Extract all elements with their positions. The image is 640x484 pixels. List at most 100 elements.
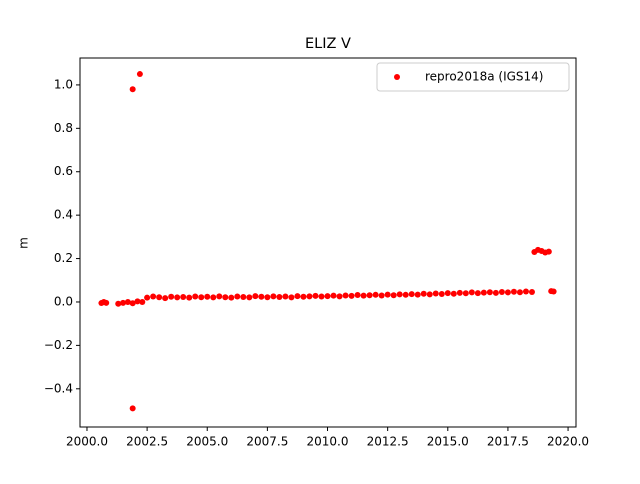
- point: [372, 291, 379, 298]
- point: [252, 293, 259, 300]
- point: [156, 294, 163, 301]
- point: [198, 294, 205, 301]
- point: [258, 293, 265, 300]
- point: [480, 289, 487, 296]
- point: [342, 292, 349, 299]
- point: [240, 293, 247, 300]
- x-tick-label: 2000.0: [66, 435, 108, 449]
- point: [504, 289, 511, 296]
- point: [216, 293, 223, 300]
- legend-box: [376, 62, 570, 92]
- point: [168, 293, 175, 300]
- point: [312, 292, 319, 299]
- point: [420, 290, 427, 297]
- point: [103, 299, 110, 306]
- legend-label: repro2018a (IGS14): [425, 70, 543, 84]
- point: [516, 289, 523, 296]
- point: [486, 289, 493, 296]
- point: [139, 298, 146, 305]
- point: [545, 248, 552, 255]
- point: [276, 293, 283, 300]
- point: [120, 299, 127, 306]
- point: [384, 291, 391, 298]
- y-tick-label: 1.0: [54, 77, 73, 91]
- point: [318, 293, 325, 300]
- point: [270, 293, 277, 300]
- point: [414, 291, 421, 298]
- point: [378, 292, 385, 299]
- point: [474, 290, 481, 297]
- point: [204, 293, 211, 300]
- y-tick-label: 0.2: [54, 251, 73, 265]
- x-tick-label: 2007.5: [246, 435, 288, 449]
- legend-marker: [394, 74, 400, 80]
- x-tick-label: 2012.5: [367, 435, 409, 449]
- point: [264, 294, 271, 301]
- x-tick-label: 2002.5: [126, 435, 168, 449]
- point: [330, 292, 337, 299]
- y-axis-label: m: [17, 237, 31, 249]
- point: [402, 291, 409, 298]
- point: [354, 292, 361, 299]
- point: [522, 288, 529, 295]
- point: [550, 288, 557, 295]
- plot-frame: [79, 57, 577, 428]
- point: [438, 290, 445, 297]
- point: [162, 295, 169, 302]
- point: [150, 293, 157, 300]
- point: [444, 290, 451, 297]
- point: [306, 293, 313, 300]
- point: [192, 293, 199, 300]
- point: [174, 294, 181, 301]
- point: [396, 291, 403, 298]
- point: [136, 71, 143, 78]
- y-tick-label: 0.8: [54, 121, 73, 135]
- y-tick-label: 0.6: [54, 164, 73, 178]
- point: [300, 293, 307, 300]
- x-tick-label: 2005.0: [186, 435, 228, 449]
- point: [282, 293, 289, 300]
- point: [222, 294, 229, 301]
- point: [129, 405, 136, 412]
- point: [336, 293, 343, 300]
- point: [492, 289, 499, 296]
- point: [468, 289, 475, 296]
- point: [294, 293, 301, 300]
- y-tick-label: 0.0: [54, 294, 73, 308]
- point: [129, 300, 136, 307]
- point: [360, 292, 367, 299]
- point: [124, 298, 131, 305]
- chart-title: ELIZ V: [305, 36, 351, 52]
- x-tick-label: 2010.0: [307, 435, 349, 449]
- point: [462, 290, 469, 297]
- point: [348, 292, 355, 299]
- y-tick-label: −0.4: [44, 381, 73, 395]
- point: [408, 291, 415, 298]
- point: [432, 290, 439, 297]
- x-tick-label: 2017.5: [487, 435, 529, 449]
- point: [228, 294, 235, 301]
- y-tick-label: 0.4: [54, 208, 73, 222]
- point: [528, 288, 535, 295]
- point: [324, 293, 331, 300]
- y-tick-label: −0.2: [44, 338, 73, 352]
- point: [390, 292, 397, 299]
- point: [115, 300, 122, 307]
- point: [510, 288, 517, 295]
- x-tick-label: 2015.0: [427, 435, 469, 449]
- point: [144, 294, 151, 301]
- point: [456, 289, 463, 296]
- point: [246, 294, 253, 301]
- point: [134, 298, 141, 305]
- x-tick-label: 2020.0: [547, 435, 589, 449]
- point: [210, 294, 217, 301]
- point: [180, 293, 187, 300]
- point: [450, 290, 457, 297]
- point: [186, 294, 193, 301]
- point: [426, 291, 433, 298]
- point: [366, 292, 373, 299]
- point: [288, 294, 295, 301]
- point: [234, 293, 241, 300]
- point: [129, 86, 136, 93]
